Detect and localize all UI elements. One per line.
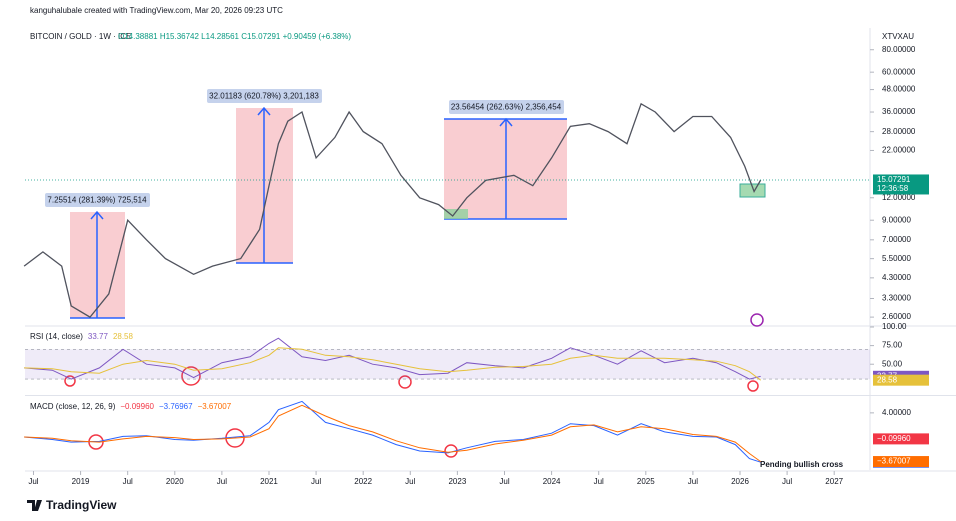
x-tick-label: 2026	[731, 477, 749, 486]
y-tick-label: 75.00	[882, 341, 903, 350]
x-tick-label: Jul	[217, 477, 227, 486]
y-tick-label: 48.00000	[882, 85, 916, 94]
created-line: kanguhalubale created with TradingView.c…	[30, 6, 283, 15]
x-tick-label: Jul	[688, 477, 698, 486]
x-tick-label: Jul	[499, 477, 509, 486]
indicator-title: RSI (14, close)	[30, 332, 83, 341]
measurement-label: 23.56454 (262.63%) 2,356,454	[451, 103, 562, 112]
logo-text: TradingView	[46, 498, 117, 512]
x-tick-label: 2024	[543, 477, 561, 486]
annotation: Pending bullish cross	[760, 460, 844, 469]
x-tick-label: 2022	[354, 477, 372, 486]
y-tick-label: 5.50000	[882, 254, 911, 263]
axis-tag	[873, 174, 929, 195]
x-tick-label: Jul	[28, 477, 38, 486]
series-line	[23, 102, 762, 318]
y-tick-label: 9.00000	[882, 215, 911, 224]
legend-value: −0.09960	[120, 402, 154, 411]
measurement-label: 7.25514 (281.39%) 725,514	[47, 196, 147, 205]
y-tick-label: 12.00000	[882, 193, 916, 202]
ticker: XTVXAU	[882, 32, 914, 41]
y-tick-label: 4.30000	[882, 273, 911, 282]
x-tick-label: Jul	[405, 477, 415, 486]
y-tick-label: 3.30000	[882, 294, 911, 303]
x-tick-label: 2025	[637, 477, 655, 486]
x-tick-label: 2020	[166, 477, 184, 486]
rsi-band	[25, 349, 870, 380]
y-tick-label: 28.00000	[882, 127, 916, 136]
ohlc: O14.38881 H15.36742 L14.28561 C15.07291 …	[118, 32, 351, 41]
x-tick-label: 2023	[448, 477, 466, 486]
axis-tag	[873, 433, 929, 445]
series-line	[24, 404, 761, 463]
y-tick-label: 36.00000	[882, 107, 916, 116]
countdown: 12:36:58	[877, 184, 909, 193]
x-tick-label: 2021	[260, 477, 278, 486]
y-tick-label: 50.00	[882, 359, 903, 368]
legend-value: 33.77	[88, 332, 109, 341]
x-tick-label: Jul	[123, 477, 133, 486]
x-tick-label: 2027	[825, 477, 843, 486]
symbol: BITCOIN / GOLD · 1W · ICE	[30, 32, 131, 41]
measurement: 32.01183 (620.78%) 3,201,183	[207, 89, 322, 264]
logo: TradingView	[27, 498, 117, 512]
highlight-box	[739, 183, 766, 198]
x-tick-label: Jul	[311, 477, 321, 486]
y-tick-label: 60.00000	[882, 67, 916, 76]
y-tick-label: 2.60000	[882, 312, 911, 321]
measurement-label: 32.01183 (620.78%) 3,201,183	[209, 92, 319, 101]
axis-tag	[873, 374, 929, 386]
axis-tag-label: −3.67007	[877, 457, 911, 466]
axis-tag	[873, 456, 929, 468]
y-tick-label: 7.00000	[882, 235, 911, 244]
axis-tag-label: 28.58	[877, 375, 898, 384]
x-tick-label: Jul	[782, 477, 792, 486]
axis-tag-label: −0.09960	[877, 434, 911, 443]
highlight-box	[444, 209, 468, 219]
series-line	[24, 347, 762, 381]
event-icon	[750, 313, 764, 327]
y-tick-label: 22.00000	[882, 146, 916, 155]
x-tick-label: 2019	[72, 477, 90, 486]
legend-value: −3.67007	[198, 402, 232, 411]
x-tick-label: Jul	[594, 477, 604, 486]
legend-value: −3.76967	[159, 402, 193, 411]
y-tick-label: 100.00	[882, 322, 907, 331]
indicator-title: MACD (close, 12, 26, 9)	[30, 402, 116, 411]
y-tick-label: 80.00000	[882, 45, 916, 54]
y-tick-label: 4.00000	[882, 408, 911, 417]
axis-tag-label: 15.07291	[877, 175, 911, 184]
legend-value: 28.58	[113, 332, 134, 341]
measurement: 23.56454 (262.63%) 2,356,454	[444, 100, 567, 220]
